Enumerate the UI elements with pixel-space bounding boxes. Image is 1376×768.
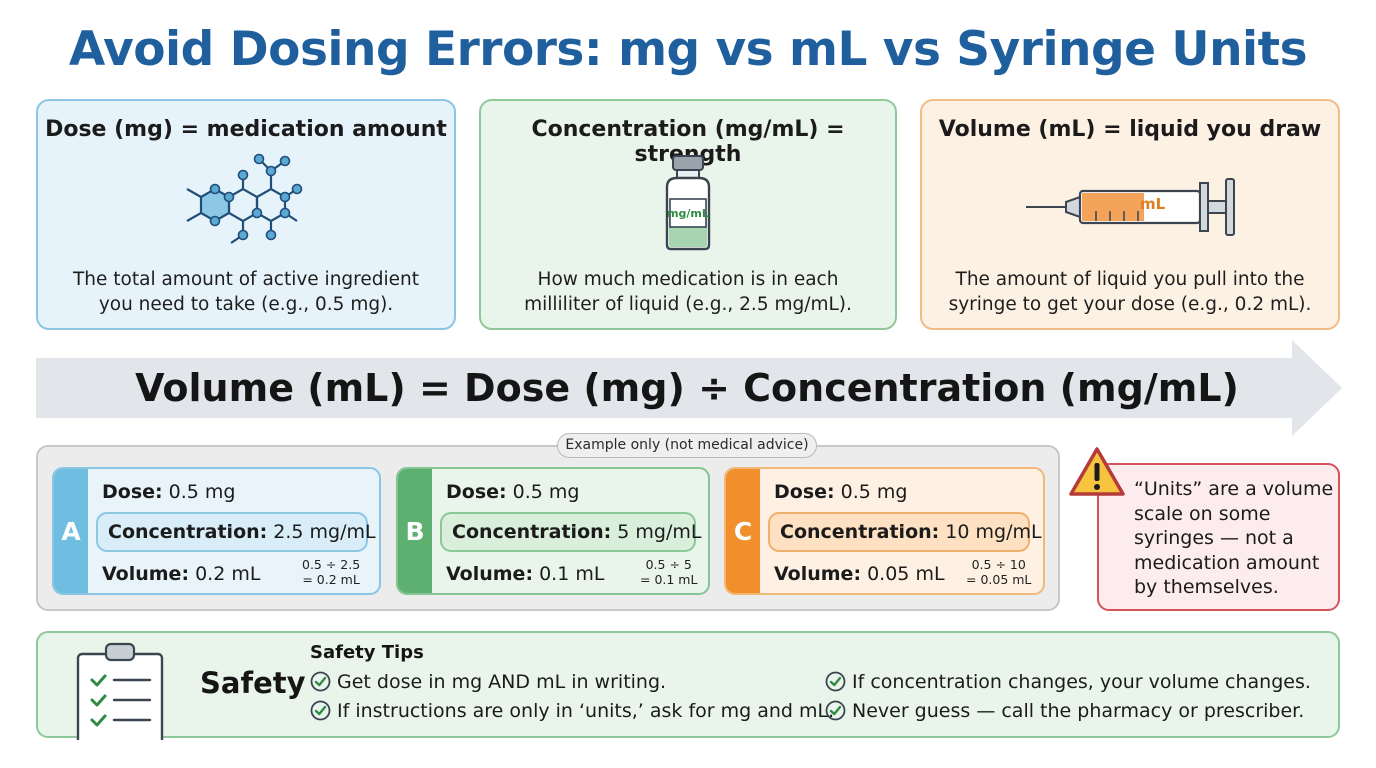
safety-tip: Never guess — call the pharmacy or presc… <box>825 699 1304 723</box>
safety-tips-heading: Safety Tips <box>310 642 424 663</box>
examples-note: Example only (not medical advice) <box>557 433 817 458</box>
concentration-card: Concentration (mg/mL) = strength mg/mL H… <box>479 99 897 330</box>
example-letter: C <box>726 469 760 593</box>
example-concentration: Concentration: 2.5 mg/mL <box>96 512 376 552</box>
safety-tip: If concentration changes, your volume ch… <box>825 670 1311 694</box>
example-concentration: Concentration: 10 mg/mL <box>768 512 1042 552</box>
dose-card-title: Dose (mg) = medication amount <box>45 117 447 142</box>
example-dose: Dose: 0.5 mg <box>446 481 580 503</box>
example-dose: Dose: 0.5 mg <box>102 481 236 503</box>
example-volume: Volume: 0.05 mL <box>774 563 945 585</box>
check-circle-icon <box>310 671 331 692</box>
example-letter: B <box>398 469 432 593</box>
syringe-label: mL <box>1140 195 1166 213</box>
dose-card: Dose (mg) = medication amount <box>36 99 456 330</box>
check-circle-icon <box>310 700 331 721</box>
vial-label: mg/mL <box>667 207 709 220</box>
example-calculation: 0.5 ÷ 2.5 = 0.2 mL <box>302 557 361 587</box>
example-card-b: B Dose: 0.5 mg Concentration: 5 mg/mL Vo… <box>396 467 710 595</box>
example-card-a: A Dose: 0.5 mg Concentration: 2.5 mg/mL … <box>52 467 381 595</box>
formula-text: Volume (mL) = Dose (mg) ÷ Concentration … <box>135 366 1239 410</box>
volume-card: Volume (mL) = liquid you draw mL The amo… <box>920 99 1340 330</box>
concentration-card-title: Concentration (mg/mL) = strength <box>531 117 845 167</box>
safety-label: Safety <box>200 666 306 700</box>
page-title: Avoid Dosing Errors: mg vs mL vs Syringe… <box>68 22 1308 77</box>
example-dose: Dose: 0.5 mg <box>774 481 908 503</box>
example-volume: Volume: 0.1 mL <box>446 563 605 585</box>
example-calculation: 0.5 ÷ 10 = 0.05 mL <box>966 557 1032 587</box>
concentration-card-description: How much medication is in each millilite… <box>524 269 852 315</box>
volume-card-title: Volume (mL) = liquid you draw <box>938 117 1322 142</box>
example-volume: Volume: 0.2 mL <box>102 563 261 585</box>
vial-icon: mg/mL <box>481 153 895 261</box>
dose-card-description: The total amount of active ingredient yo… <box>73 269 419 315</box>
example-calculation: 0.5 ÷ 5 = 0.1 mL <box>640 557 698 587</box>
clipboard-icon <box>76 642 164 740</box>
molecule-icon <box>38 153 454 261</box>
safety-panel <box>36 631 1340 738</box>
example-card-c: C Dose: 0.5 mg Concentration: 10 mg/mL V… <box>724 467 1045 595</box>
units-warning-text: “Units” are a volume scale on some syrin… <box>1134 478 1334 598</box>
units-warning-box <box>1097 463 1340 611</box>
safety-tip: Get dose in mg AND mL in writing. <box>310 670 666 694</box>
check-circle-icon <box>825 700 846 721</box>
warning-icon <box>1069 447 1125 496</box>
safety-tip: If instructions are only in ‘units,’ ask… <box>310 699 834 723</box>
example-letter: A <box>54 469 88 593</box>
volume-card-description: The amount of liquid you pull into the s… <box>948 269 1312 315</box>
check-circle-icon <box>825 671 846 692</box>
syringe-icon: mL <box>922 153 1338 261</box>
formula-arrow <box>36 340 1342 436</box>
example-concentration: Concentration: 5 mg/mL <box>440 512 702 552</box>
